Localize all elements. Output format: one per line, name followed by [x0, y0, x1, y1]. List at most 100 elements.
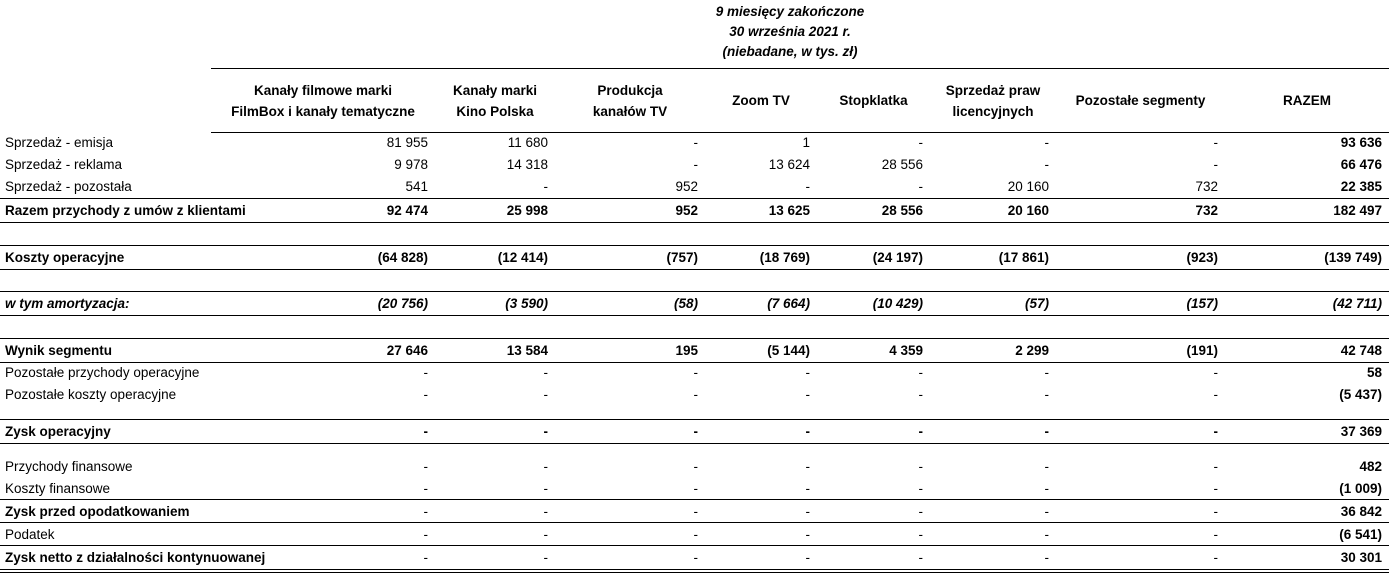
- column-header-line: RAZEM: [1283, 93, 1331, 108]
- row-label: Przychody finansowe: [5, 458, 133, 474]
- value-cell: -: [805, 424, 811, 439]
- value-cell: 37 369: [1340, 424, 1382, 439]
- table-row: Pozostałe przychody operacyjne - - - - - - - 58: [0, 361, 1389, 383]
- table-row: Podatek - - - - - - - (6 541): [0, 522, 1389, 546]
- column-header: RAZEM: [1225, 69, 1389, 132]
- value-cell: -: [543, 424, 549, 439]
- column-header: Zoom TV: [705, 69, 817, 132]
- value-cell: (1 009): [1339, 480, 1382, 496]
- value-cell: -: [805, 179, 811, 194]
- column-header-line: Kino Polska: [456, 103, 534, 119]
- value-cell: 2 299: [1015, 343, 1049, 358]
- value-cell: -: [693, 504, 699, 519]
- column-header-line: Produkcja: [597, 82, 663, 98]
- value-cell: (923): [1186, 250, 1218, 265]
- value-cell: 4 359: [889, 343, 923, 358]
- value-cell: -: [1213, 156, 1219, 172]
- value-cell: (191): [1186, 343, 1218, 358]
- row-label: Wynik segmentu: [5, 343, 113, 358]
- value-cell: (6 541): [1339, 527, 1382, 542]
- value-cell: -: [693, 156, 699, 172]
- row-label: Podatek: [5, 527, 55, 542]
- column-header-line: Kanały marki: [452, 82, 538, 98]
- value-cell: -: [693, 364, 699, 380]
- spacer-row: [0, 314, 1389, 338]
- value-cell: -: [543, 550, 549, 565]
- value-cell: 541: [405, 179, 428, 194]
- spacer-row: [0, 405, 1389, 419]
- value-cell: (7 664): [767, 296, 810, 311]
- value-cell: -: [805, 458, 811, 474]
- value-cell: 27 646: [386, 343, 428, 358]
- value-cell: -: [805, 480, 811, 496]
- value-cell: -: [805, 364, 811, 380]
- value-cell: (42 711): [1332, 296, 1382, 311]
- table-row: Koszty operacyjne (64 828) (12 414) (757) (1…: [0, 245, 1389, 270]
- value-cell: (57): [1024, 296, 1049, 311]
- table-row: Wynik segmentu 27 646 13 584 195 (5 144) 4 35…: [0, 338, 1389, 363]
- value-cell: 1: [802, 135, 810, 150]
- row-label: Koszty finansowe: [5, 480, 111, 496]
- value-cell: 13 584: [506, 343, 548, 358]
- value-cell: 732: [1195, 203, 1218, 218]
- value-cell: 20 160: [1007, 179, 1049, 194]
- value-cell: -: [918, 179, 924, 194]
- column-header: Kanały filmowe marki FilmBox i kanały tem…: [211, 69, 435, 132]
- value-cell: -: [423, 424, 429, 439]
- value-cell: 732: [1195, 179, 1218, 194]
- value-cell: (18 769): [759, 250, 810, 265]
- value-cell: -: [693, 527, 699, 542]
- value-cell: -: [423, 504, 429, 519]
- value-cell: (10 429): [872, 296, 923, 311]
- value-cell: 25 998: [506, 203, 548, 218]
- value-cell: -: [1044, 135, 1050, 150]
- value-cell: (5 437): [1339, 386, 1382, 402]
- spacer-row: [0, 268, 1389, 291]
- row-label: Sprzedaż - emisja: [5, 135, 114, 150]
- value-cell: -: [543, 386, 549, 402]
- value-cell: 9 978: [394, 156, 428, 172]
- value-cell: -: [693, 424, 699, 439]
- value-cell: -: [1213, 386, 1219, 402]
- table-row: Sprzedaż - reklama 9 978 14 318 - 13 624 28 5…: [0, 153, 1389, 175]
- row-label: Zysk netto z działalności kontynuowanej: [5, 550, 266, 565]
- value-cell: -: [918, 386, 924, 402]
- value-cell: (64 828): [377, 250, 428, 265]
- value-cell: (20 756): [377, 296, 428, 311]
- value-cell: -: [1044, 386, 1050, 402]
- value-cell: -: [1213, 424, 1219, 439]
- value-cell: (139 749): [1324, 250, 1382, 265]
- column-header-line: Pozostałe segmenty: [1075, 93, 1206, 108]
- value-cell: -: [805, 504, 811, 519]
- table-row: Zysk operacyjny - - - - - - - 37 369: [0, 419, 1389, 444]
- value-cell: -: [918, 135, 924, 150]
- value-cell: 195: [675, 343, 698, 358]
- value-cell: -: [918, 458, 924, 474]
- value-cell: (58): [673, 296, 698, 311]
- period-line: 9 miesięcy zakończone: [715, 4, 865, 19]
- value-cell: -: [693, 458, 699, 474]
- value-cell: -: [918, 480, 924, 496]
- value-cell: (17 861): [998, 250, 1049, 265]
- value-cell: -: [1213, 135, 1219, 150]
- column-header-row: Kanały filmowe marki FilmBox i kanały tem…: [211, 68, 1389, 133]
- row-label: Zysk operacyjny: [5, 424, 111, 439]
- value-cell: (757): [666, 250, 698, 265]
- value-cell: (3 590): [505, 296, 548, 311]
- value-cell: 13 625: [768, 203, 810, 218]
- value-cell: 182 497: [1333, 203, 1382, 218]
- value-cell: -: [1213, 480, 1219, 496]
- spacer-row: [0, 221, 1389, 245]
- value-cell: -: [1213, 458, 1219, 474]
- value-cell: -: [423, 527, 429, 542]
- row-label: Pozostałe koszty operacyjne: [5, 386, 177, 402]
- value-cell: 20 160: [1007, 203, 1049, 218]
- value-cell: -: [693, 135, 699, 150]
- period-heading: 9 miesięcy zakończone 30 września 2021 r…: [690, 2, 890, 62]
- value-cell: -: [543, 179, 549, 194]
- column-header: Stopklatka: [817, 69, 930, 132]
- value-cell: 14 318: [506, 156, 548, 172]
- value-cell: -: [1044, 480, 1050, 496]
- value-cell: (157): [1186, 296, 1218, 311]
- table-row: Pozostałe koszty operacyjne - - - - - - - (5 437…: [0, 383, 1389, 405]
